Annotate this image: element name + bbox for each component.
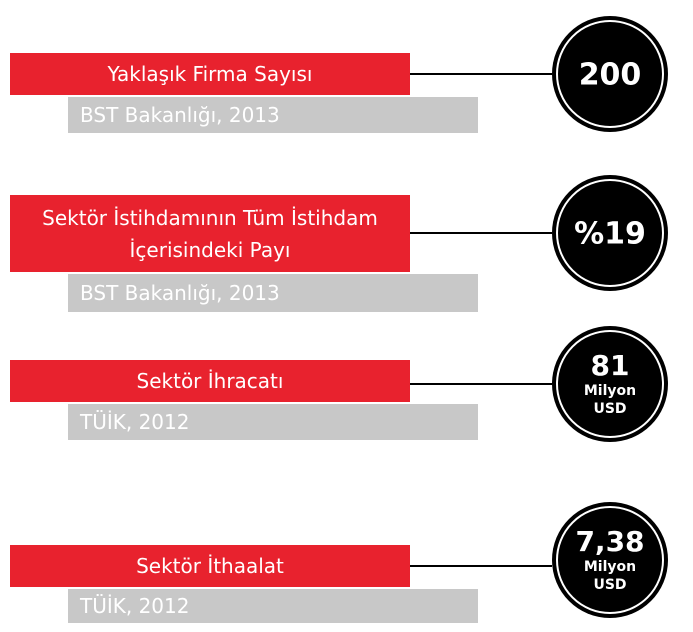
circle-ring — [556, 20, 664, 128]
circle-ring — [556, 330, 664, 438]
value: 7,38 — [575, 525, 644, 558]
unit: Milyon — [584, 383, 636, 399]
source: BST Bakanlığı, 2013 — [68, 97, 478, 133]
label: Yaklaşık Firma Sayısı — [10, 53, 410, 95]
label: Sektör İthaalat — [10, 545, 410, 587]
value-circle — [552, 16, 668, 132]
unit: USD — [593, 401, 626, 417]
value: %19 — [574, 217, 646, 252]
value-circle — [552, 175, 668, 291]
item: 7,38 Milyon USD — [410, 502, 668, 618]
source: TÜİK, 2012 — [68, 404, 478, 440]
circle-ring — [556, 179, 664, 287]
label: Sektör İhracatı — [10, 360, 410, 402]
item: 81 Milyon USD — [410, 326, 668, 442]
unit: USD — [593, 577, 626, 593]
source: BST Bakanlığı, 2013 — [68, 274, 478, 312]
value-circle — [552, 326, 668, 442]
circle-ring — [556, 506, 664, 614]
item: 200 — [410, 16, 668, 132]
source: TÜİK, 2012 — [68, 589, 478, 623]
value: 81 — [591, 349, 630, 382]
value-circle — [552, 502, 668, 618]
label: Sektör İstihdamının Tüm İstihdam İçerisi… — [10, 195, 410, 272]
item: %19 — [410, 175, 668, 291]
value: 200 — [579, 58, 642, 93]
unit: Milyon — [584, 559, 636, 575]
